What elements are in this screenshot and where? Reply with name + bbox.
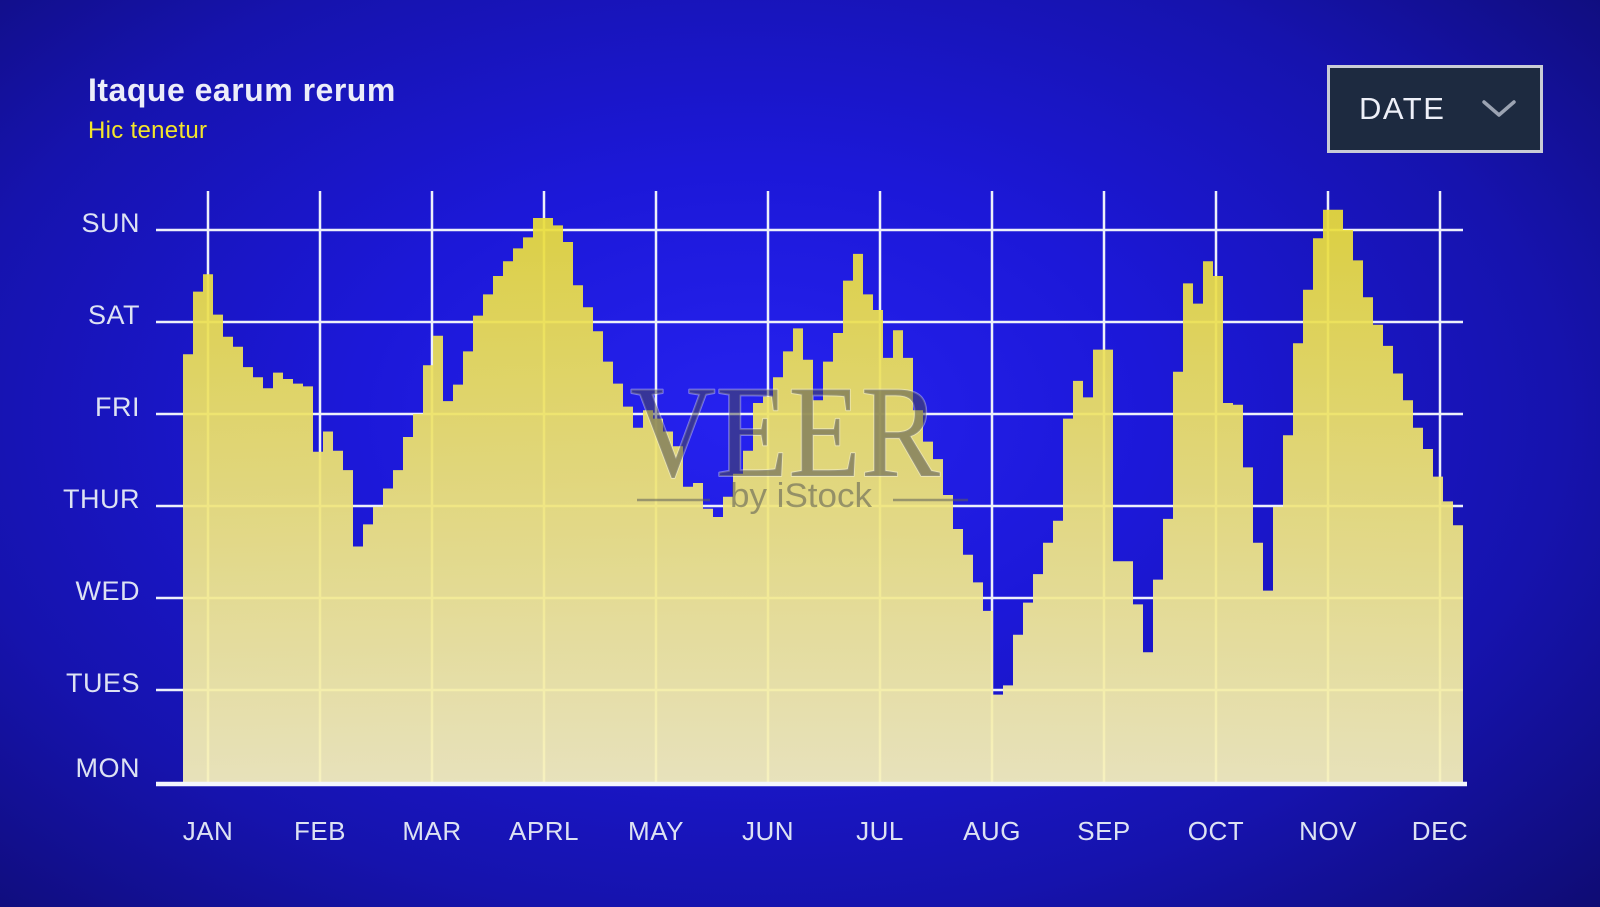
watermark-brand: VEER	[630, 358, 940, 505]
x-axis-label: FEB	[293, 816, 347, 846]
date-dropdown-label: DATE	[1359, 91, 1446, 126]
chart-header: Itaque earum rerum Hic tenetur	[88, 72, 396, 145]
x-axis-label: NOV	[1299, 816, 1357, 846]
y-axis-label: WED	[75, 576, 140, 606]
area-series	[183, 209, 1463, 783]
x-axis-label: MAR	[402, 816, 462, 846]
x-axis-label: JAN	[182, 816, 234, 846]
x-axis-label: OCT	[1187, 816, 1245, 846]
x-axis-label: MAY	[628, 816, 684, 846]
y-axis-label: THUR	[63, 484, 140, 514]
x-axis-label: JUN	[741, 816, 795, 846]
y-axis-label: TUES	[65, 668, 140, 698]
y-axis-label: FRI	[95, 392, 140, 422]
chevron-down-icon	[1482, 100, 1516, 117]
x-axis-label: JUL	[856, 816, 904, 846]
x-axis-label: AUG	[963, 816, 1021, 846]
date-dropdown[interactable]: DATE	[1327, 65, 1543, 153]
x-axis-label: APRL	[509, 816, 579, 846]
watermark-byline: by iStock	[730, 477, 873, 515]
page-title: Itaque earum rerum	[88, 72, 396, 108]
y-axis-label: SUN	[81, 208, 140, 238]
page-subtitle: Hic tenetur	[88, 117, 208, 144]
watermark: VEER by iStock	[629, 357, 968, 515]
x-axis-label: SEP	[1077, 816, 1131, 846]
y-axis-label: MON	[75, 753, 140, 783]
x-axis-label: DEC	[1411, 816, 1469, 846]
y-axis-label: SAT	[87, 300, 140, 330]
